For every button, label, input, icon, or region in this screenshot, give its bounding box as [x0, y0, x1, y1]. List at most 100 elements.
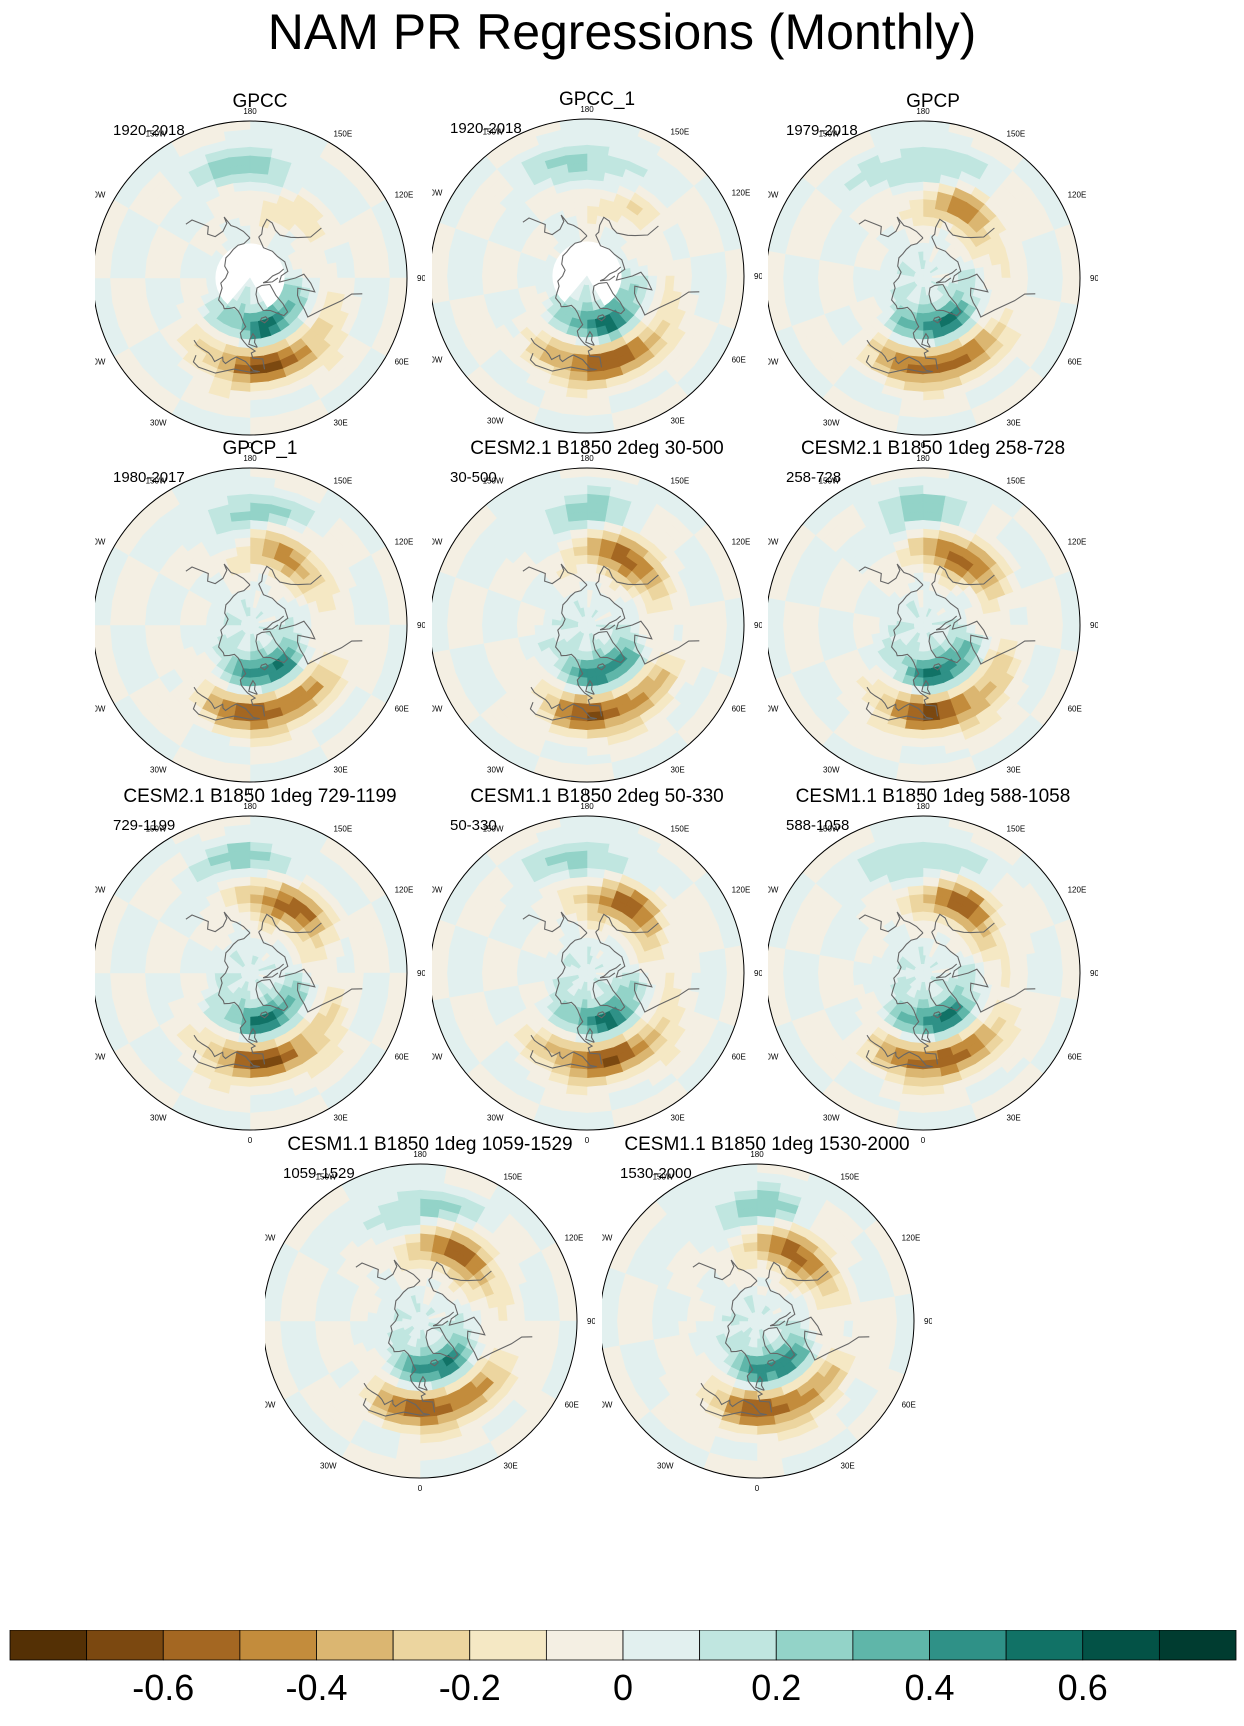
map-panel: 180150E120E90E60E30E030W60W90W120W150WGP… [95, 437, 425, 807]
field-cell [912, 216, 924, 227]
coastline [921, 332, 931, 348]
coastline [259, 1011, 269, 1019]
field-cell [681, 606, 693, 626]
field-cell [999, 624, 1011, 641]
field-cell [499, 275, 511, 292]
field-cell [179, 624, 191, 638]
field-cell [586, 659, 595, 669]
field-cell [576, 911, 588, 922]
lon-label: 30E [1007, 419, 1021, 428]
field-layer [768, 468, 1080, 782]
field-cell [826, 624, 838, 643]
lon-label: 180 [243, 107, 257, 116]
field-cell [922, 190, 939, 202]
field-cell [534, 972, 545, 983]
field-cell [232, 181, 251, 193]
field-cell [232, 528, 251, 540]
field-layer [95, 816, 407, 1130]
field-cell [231, 719, 251, 731]
field-cell [249, 719, 269, 731]
polar-map: 180150E120E90E60E30E030W60W90W120W150W [768, 454, 1098, 797]
panel-period: 258-728 [786, 469, 842, 486]
coastline [258, 913, 322, 934]
field-cell [922, 563, 934, 574]
field-cell [171, 624, 182, 639]
field-cell [638, 614, 649, 626]
lon-label: 120E [395, 886, 414, 895]
field-cell [569, 1058, 588, 1070]
map-panel: 180150E120E90E60E30E030W60W90W120W150WCE… [432, 785, 762, 1155]
field-cell [586, 1032, 600, 1044]
field-cell [646, 263, 658, 277]
coastline [599, 266, 622, 282]
lon-label: 150W [146, 476, 167, 485]
field-cell [638, 624, 649, 636]
field-cell [621, 965, 631, 974]
coastline [592, 281, 626, 315]
lon-label: 90E [1090, 621, 1098, 630]
field-cell [974, 277, 985, 289]
field-cell [144, 624, 156, 644]
field-cell [999, 609, 1011, 626]
field-cell [249, 190, 266, 202]
field-cell [197, 972, 208, 983]
field-cell [153, 972, 165, 991]
field-cell [638, 265, 649, 277]
coastline [192, 355, 259, 374]
field-cell [153, 607, 165, 626]
field-cell [586, 911, 598, 922]
lon-label: 150E [671, 476, 690, 485]
field-cell [543, 275, 553, 284]
coastline [865, 702, 932, 721]
coastline [193, 1034, 260, 1068]
field-cell [817, 277, 829, 297]
panel-title: CESM2.1 B1850 1deg 258-728 [800, 438, 1066, 459]
field-cell [144, 606, 156, 626]
field-cell [905, 528, 924, 540]
lon-label: 150W [819, 129, 840, 138]
lon-label: 60W [95, 705, 106, 714]
field-cell [905, 363, 924, 375]
field-cell [904, 519, 924, 531]
field-cell [573, 546, 588, 557]
field-cell [179, 277, 191, 291]
field-cell [162, 609, 174, 626]
field-cell [573, 1041, 588, 1052]
field-cell [999, 277, 1011, 294]
field-cell [905, 181, 924, 193]
field-cell [234, 885, 251, 897]
field-cell [231, 867, 251, 879]
field-cell [525, 275, 536, 287]
field-cell [144, 954, 156, 974]
field-cell [335, 955, 347, 974]
map-frame [432, 467, 745, 783]
lon-label: 90E [754, 621, 762, 630]
lon-label: 30W [150, 419, 167, 428]
field-cell [586, 197, 601, 208]
field-cell [534, 624, 545, 635]
field-cell [922, 659, 931, 669]
lon-label: 150E [1007, 129, 1026, 138]
field-cell [817, 606, 829, 626]
lon-label: 30E [334, 1114, 348, 1123]
lon-label: 60E [395, 358, 409, 367]
field-cell [318, 611, 329, 626]
field-cell [249, 519, 269, 531]
field-cell [481, 954, 493, 974]
field-cell [508, 959, 519, 974]
panel-period: 729-1199 [113, 817, 176, 834]
field-cell [586, 885, 603, 897]
lon-label: 30W [487, 417, 504, 426]
field-cell [499, 957, 511, 974]
field-cell [982, 612, 994, 626]
field-cell [586, 867, 606, 879]
lon-label: 120W [95, 886, 106, 895]
field-cell [309, 612, 321, 626]
lon-label: 150W [146, 824, 167, 833]
field-cell [318, 959, 329, 974]
field-cell [344, 972, 356, 992]
coastline [935, 268, 958, 284]
lon-label: 0 [921, 441, 926, 450]
lon-label: 120W [768, 191, 779, 200]
field-cell [974, 614, 985, 626]
